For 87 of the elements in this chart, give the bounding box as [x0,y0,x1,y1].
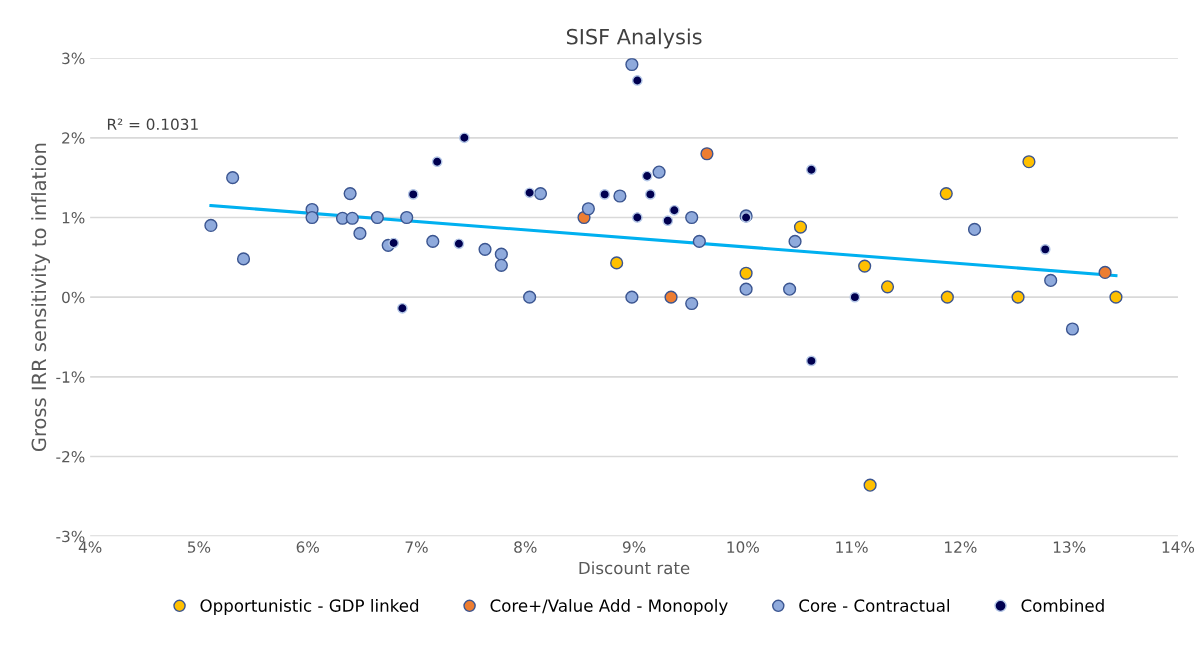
y-tick-label: -1% [56,371,85,383]
point [407,189,419,200]
x-tick-label: 13% [1053,541,1086,553]
point [494,247,508,261]
y-tick-label: 3% [62,52,85,65]
point [353,226,367,241]
legend-label: Opportunistic - GDP linked [200,598,419,616]
x-tick-label: 4% [78,541,102,553]
point [783,282,797,296]
y-tick-label: 1% [62,211,85,224]
point [431,156,443,168]
point [1098,265,1112,280]
point [581,202,595,216]
point [806,164,817,176]
legend-label: Combined [1021,598,1104,612]
point [345,211,359,225]
point [533,186,548,201]
x-axis-title: Discount rate [579,561,690,575]
point [858,259,872,273]
point [849,291,861,303]
point [700,147,714,161]
point [1022,155,1036,169]
point [343,186,357,201]
legend-label: Core+/Value Add - Monopoly [490,598,728,616]
point [599,189,611,200]
point [524,187,535,199]
x-tick-label: 7% [405,541,428,553]
point [645,189,656,200]
point [1039,244,1051,255]
point [523,290,537,304]
point [204,218,218,233]
y-axis-title: Gross IRR sensitivity to inflation [31,143,50,452]
point [426,234,440,248]
x-tick-label: 12% [945,541,977,553]
x-tick-label: 8% [514,541,537,553]
y-tick-label: 0% [62,291,85,304]
point [610,256,624,270]
point [625,58,639,72]
point [388,237,400,249]
point [396,302,408,314]
x-tick-label: 14% [1162,541,1195,553]
point [641,170,653,182]
point [370,210,384,225]
y-tick-label: -2% [56,450,85,463]
point [625,290,639,304]
y-tick-label: 2% [62,132,85,144]
point [692,234,706,248]
chart-title: SISF Analysis [566,28,702,49]
point [459,132,470,144]
point [668,204,680,216]
point [939,186,953,201]
point [664,290,678,304]
annotation: R² = 0.1031 [107,118,198,131]
point [631,212,643,223]
point [940,290,954,304]
point [863,478,877,492]
point [685,296,699,311]
point [806,355,817,367]
x-tick-label: 6% [296,541,319,553]
point [613,189,627,203]
point [236,252,251,266]
point [1065,322,1080,336]
point [652,165,666,179]
point [880,280,895,294]
point [305,210,319,225]
point [685,210,699,225]
point [739,266,753,280]
y-tick-label: -3% [56,530,85,543]
x-tick-label: 11% [836,541,868,553]
point [788,234,802,248]
point [453,238,465,250]
point [1044,273,1058,288]
x-tick-label: 10% [727,541,759,553]
point [739,282,753,296]
legend-label: Core - Contractual [799,598,949,612]
point [662,215,674,227]
point [1109,290,1123,304]
point [967,222,982,237]
x-tick-label: 5% [187,541,211,553]
point [793,220,808,234]
point [226,171,240,185]
point [631,75,643,86]
point [400,210,414,225]
point [1011,290,1025,304]
point [494,258,508,272]
x-tick-label: 9% [622,541,646,553]
point [478,242,492,256]
